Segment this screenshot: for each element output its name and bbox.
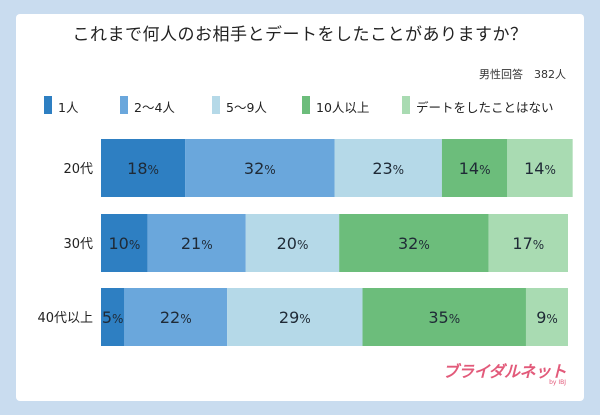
data-label: 18% [127, 159, 159, 178]
bar-segment [245, 214, 340, 272]
bar-segment [362, 288, 526, 346]
legend-swatch [120, 96, 128, 114]
data-label: 35% [428, 308, 460, 327]
legend-label: 2～4人 [134, 100, 175, 115]
data-label: 5% [102, 308, 124, 327]
bar-segment [227, 288, 363, 346]
bar-segment [339, 214, 489, 272]
data-label: 17% [512, 234, 544, 253]
category-label: 20代 [63, 162, 93, 177]
data-label: 14% [459, 159, 491, 178]
category-label: 40代以上 [37, 311, 93, 326]
legend-swatch [212, 96, 220, 114]
respondent-note: 男性回答 382人 [479, 68, 566, 81]
category-label: 30代 [63, 237, 93, 252]
bar-segment [488, 214, 568, 272]
bar-segment [441, 139, 508, 197]
data-label: 10% [108, 234, 140, 253]
data-label: 9% [536, 308, 558, 327]
legend-label: 10人以上 [316, 100, 370, 115]
bar-segment [101, 288, 125, 346]
bar-segment [185, 139, 335, 197]
bar-segment [101, 139, 186, 197]
data-label: 32% [244, 159, 276, 178]
bar-segment [507, 139, 573, 197]
brand-logo: ブライダルネット [442, 362, 567, 381]
legend-swatch [44, 96, 52, 114]
data-label: 21% [181, 234, 213, 253]
data-label: 32% [398, 234, 430, 253]
data-label: 20% [277, 234, 309, 253]
bar-segment [334, 139, 442, 197]
legend-label: デートをしたことはない [416, 100, 554, 115]
legend-label: 1人 [58, 100, 79, 115]
bar-segment [147, 214, 246, 272]
data-label: 23% [372, 159, 404, 178]
legend-swatch [302, 96, 310, 114]
bar-segment [124, 288, 228, 346]
legend-swatch [402, 96, 410, 114]
legend-label: 5～9人 [226, 100, 267, 115]
bar-segment [101, 214, 148, 272]
data-label: 29% [279, 308, 311, 327]
bar-segment [525, 288, 568, 346]
brand-sub: by IBJ [549, 379, 566, 386]
data-label: 14% [524, 159, 556, 178]
chart-title: これまで何人のお相手とデートをしたことがありますか？ [72, 25, 528, 45]
data-label: 22% [160, 308, 192, 327]
